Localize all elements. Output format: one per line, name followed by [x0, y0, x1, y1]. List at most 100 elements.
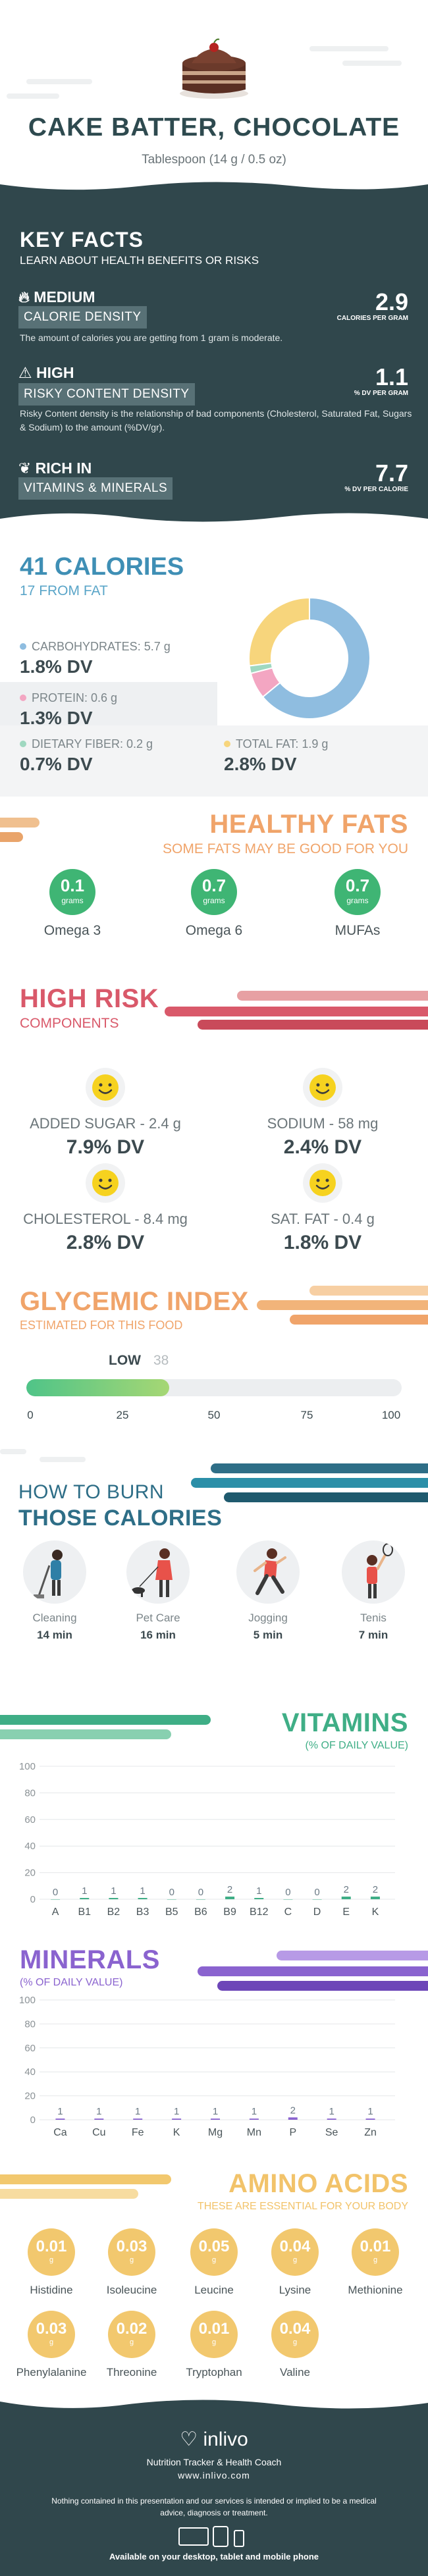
bar [109, 1897, 119, 1899]
warning-icon: ⚠︎ [18, 364, 32, 381]
fact-description: Risky Content density is the relationshi… [20, 408, 412, 433]
minerals-subtitle: (% OF DAILY VALUE) [20, 1977, 123, 1988]
smiley-icon [86, 1163, 125, 1203]
burn-calories-section: HOW TO BURN THOSE CALORIES Cleaning 14 m… [0, 1445, 428, 1689]
amino-tryptophan: 0.01 g Tryptophan [174, 2311, 254, 2379]
amino-subtitle: THESE ARE ESSENTIAL FOR YOUR BODY [197, 2201, 408, 2212]
smiley-icon [303, 1163, 342, 1203]
bar [80, 1897, 90, 1899]
wave-bottom [0, 513, 428, 528]
x-tick-label: Ca [53, 2127, 67, 2138]
fact-badge: ❦ RICH IN [18, 460, 92, 477]
bar-value-label: 1 [82, 1885, 87, 1897]
bar-value-label: 1 [111, 1885, 116, 1897]
jogging-icon [236, 1540, 300, 1604]
calories-section: 41 CALORIES 17 FROM FAT CARBOHYDRATES: 5… [0, 527, 428, 803]
brand-logo[interactable]: ♡ inlivo [180, 2429, 248, 2450]
calories-title: 41 CALORIES [20, 553, 184, 581]
fact-value: 7.7 [375, 460, 408, 486]
fact-unit: CALORIES PER GRAM [336, 315, 408, 322]
y-tick-label: 100 [20, 1995, 36, 2006]
availability-note: Available on your desktop, tablet and mo… [109, 2552, 319, 2562]
x-tick-label: A [52, 1906, 59, 1918]
glycemic-tick: 50 [207, 1409, 221, 1421]
nutrient-protein: PROTEIN: 0.6 g 1.3% DV [20, 691, 118, 728]
website-link[interactable]: www.inlivo.com [178, 2470, 250, 2481]
risk-added-sugar: ADDED SUGAR - 2.4 g 7.9% DV [3, 1066, 207, 1159]
y-tick-label: 20 [24, 1868, 36, 1879]
y-tick-label: 0 [30, 1894, 36, 1905]
decor-bar [26, 79, 92, 84]
wave-top [0, 176, 428, 190]
bar-value-label: 0 [53, 1887, 58, 1898]
nutrient-fat: TOTAL FAT: 1.9 g 2.8% DV [224, 737, 329, 774]
leaf-icon: ❦ [18, 460, 32, 477]
x-tick-label: B12 [250, 1906, 269, 1918]
bar [211, 2118, 220, 2120]
decor-stripe [211, 1463, 428, 1473]
band [0, 725, 428, 797]
decor-stripe [0, 832, 23, 842]
bar [225, 1896, 235, 1899]
legend-dot [20, 643, 26, 650]
healthy-fats-section: HEALTHY FATS SOME FATS MAY BE GOOD FOR Y… [0, 803, 428, 971]
fact-value: 1.1 [375, 363, 408, 390]
x-tick-label: B6 [194, 1906, 207, 1918]
x-tick-label: B9 [223, 1906, 236, 1918]
healthy-fats-title: HEALTHY FATS [209, 810, 408, 839]
bar-value-label: 1 [96, 2106, 101, 2117]
fact-unit: % DV PER CALORIE [344, 486, 408, 493]
vitamins-subtitle: (% OF DAILY VALUE) [305, 1740, 408, 1751]
minerals-title: MINERALS [20, 1945, 160, 1974]
x-tick-label: D [313, 1906, 321, 1918]
glycemic-level: LOW [109, 1353, 141, 1368]
bar [249, 2118, 259, 2120]
high-risk-title: HIGH RISK [20, 984, 159, 1013]
y-tick-label: 0 [30, 2115, 36, 2126]
glycemic-value: 38 [153, 1353, 169, 1368]
bar [341, 1896, 351, 1899]
bar-value-label: 0 [285, 1887, 290, 1898]
key-facts-subheading: LEARN ABOUT HEALTH BENEFITS OR RISKS [20, 254, 259, 267]
dog-walking-icon [126, 1540, 190, 1604]
bar [312, 1899, 322, 1900]
donut-slice-dietary-fiber [248, 662, 274, 675]
decor-stripe [257, 1300, 428, 1310]
bar [172, 2118, 182, 2120]
fact-label: RISKY CONTENT DENSITY [18, 383, 195, 406]
bar [138, 1897, 147, 1899]
burn-title: HOW TO BURN [18, 1481, 165, 1503]
glycemic-tick: 100 [381, 1409, 401, 1421]
nutrient-carbs: CARBOHYDRATES: 5.7 g 1.8% DV [20, 640, 171, 677]
glycemic-bar [26, 1379, 402, 1396]
x-tick-label: P [289, 2127, 296, 2138]
minerals-bar-chart: 100 80 60 40 20 0 1 Ca 1 Cu 1 Fe 1 K 1 Mg 1 Mn 2 P 1 Se 1 Zn [20, 1995, 395, 2138]
legend-dot [20, 695, 26, 701]
decor-stripe [198, 1020, 428, 1030]
minerals-section: MINERALS (% OF DAILY VALUE) 100 80 60 40 20 0… [0, 1932, 428, 2149]
devices-icon [178, 2526, 244, 2547]
glycemic-title: GLYCEMIC INDEX [20, 1287, 249, 1316]
bar-value-label: 1 [174, 2106, 179, 2117]
bar [283, 1899, 293, 1900]
cleaning-icon [23, 1540, 86, 1604]
bar [167, 1899, 176, 1900]
activity-jogging: Jogging 5 min [225, 1540, 311, 1642]
legend-dot [20, 741, 26, 747]
x-tick-label: Mg [208, 2127, 223, 2138]
cake-image [180, 38, 248, 99]
glycemic-tick: 25 [116, 1409, 129, 1421]
bar [196, 1899, 205, 1900]
bar-value-label: 1 [252, 2106, 257, 2117]
bar-value-label: 1 [256, 1885, 261, 1897]
risk-sat-fat: SAT. FAT - 0.4 g 1.8% DV [221, 1162, 425, 1254]
heart-icon: ♡ [180, 2429, 198, 2450]
y-tick-label: 60 [24, 2043, 36, 2054]
x-tick-label: Mn [247, 2127, 261, 2138]
y-tick-label: 40 [24, 2066, 36, 2078]
smiley-icon [303, 1068, 342, 1107]
donut-slice-total-fat [248, 596, 310, 667]
tennis-icon [342, 1540, 405, 1604]
decor-bar [342, 61, 402, 66]
glycemic-tick: 75 [300, 1409, 313, 1421]
